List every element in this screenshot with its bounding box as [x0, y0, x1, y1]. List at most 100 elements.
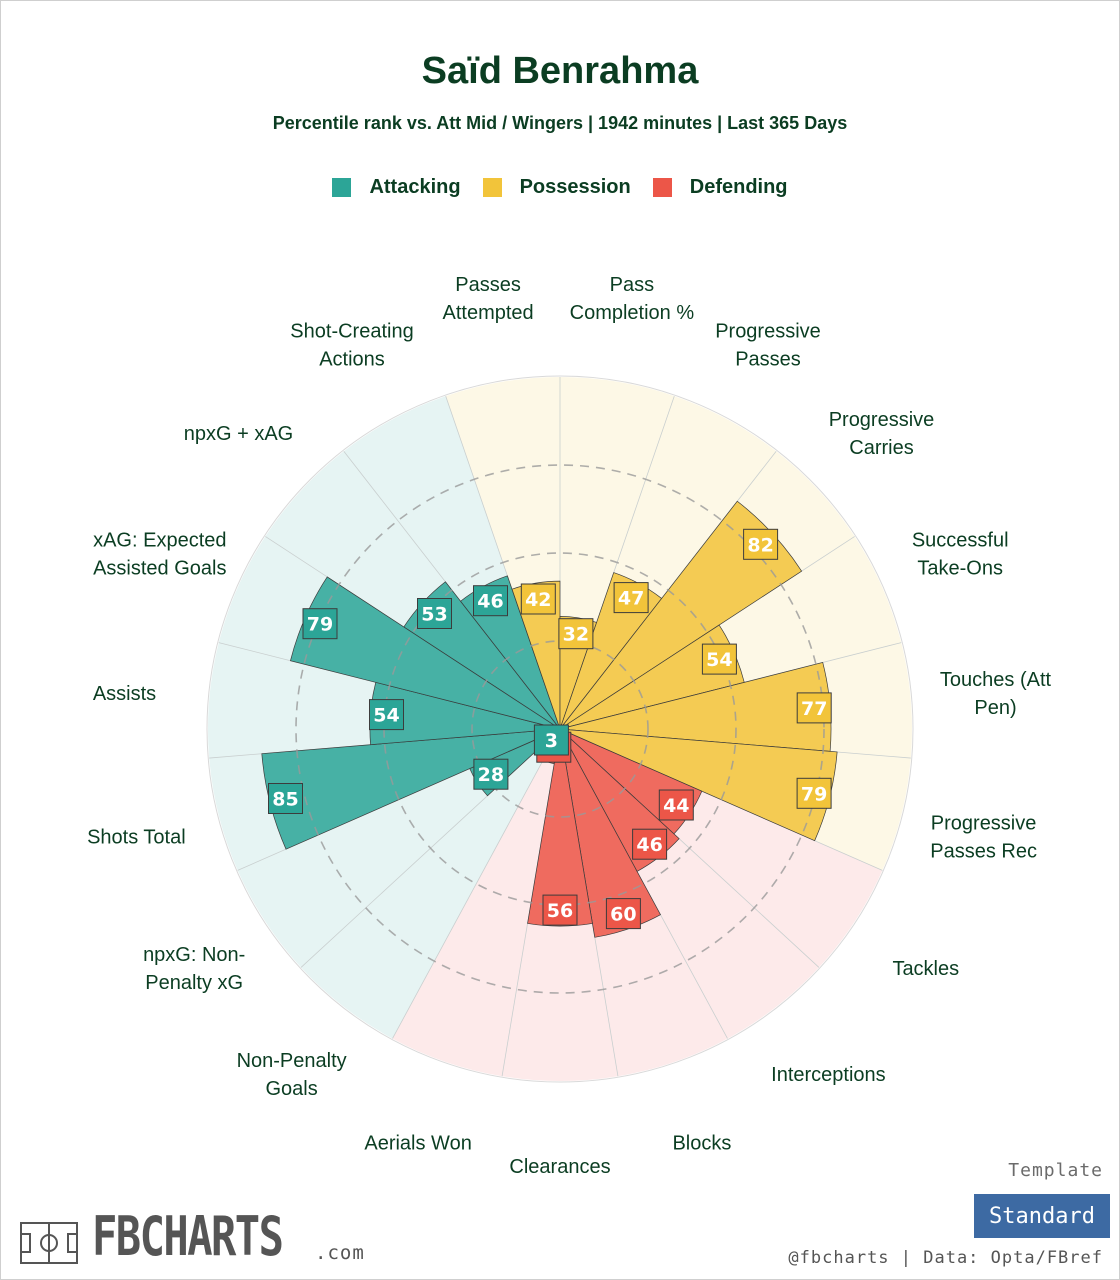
category-label-line: Pen): [974, 697, 1016, 719]
sector-background: [392, 729, 560, 1077]
category-label-18: xAG: Expected Assisted Goals: [93, 530, 226, 580]
value-label-box: [796, 692, 832, 724]
chart-title: Saïd Benrahma: [421, 50, 699, 92]
category-label-10: Interceptions: [771, 1064, 886, 1086]
value-label-10: 46: [632, 828, 668, 860]
legend-swatch-possession: [482, 178, 502, 197]
value-label-text: 53: [421, 604, 447, 626]
value-label-18: 79: [302, 608, 338, 640]
value-label-17: 54: [369, 699, 404, 731]
value-label-text: 79: [801, 783, 827, 805]
category-label-line: Non-Penalty: [237, 1050, 347, 1072]
value-label-box: [369, 699, 404, 731]
bar-12: [527, 728, 593, 927]
category-label-line: Progressive: [829, 409, 935, 431]
value-label-text: 44: [663, 795, 689, 817]
value-label-text: 85: [272, 789, 298, 811]
category-label-line: Interceptions: [771, 1064, 886, 1086]
data-credit: @fbcharts | Data: Opta/FBref: [788, 1248, 1103, 1268]
value-label-text: 47: [618, 588, 644, 610]
category-label-line: Assists: [93, 683, 156, 705]
value-label-11: 60: [605, 898, 641, 930]
category-label-line: Passes: [735, 349, 801, 371]
gridline-25: [471, 640, 649, 818]
category-label-17: Assists: [93, 683, 156, 705]
value-label-16: 85: [268, 783, 303, 814]
category-label-3: Pass Completion %: [570, 274, 695, 324]
category-label-line: Progressive: [931, 812, 1037, 834]
category-label-8: Progressive Passes Rec: [930, 812, 1037, 862]
category-label-line: npxG + xAG: [184, 423, 294, 445]
category-label-16: Shots Total: [87, 826, 186, 848]
value-label-box: [533, 724, 569, 756]
category-label-5: Progressive Carries: [829, 409, 935, 459]
category-label-0: npxG + xAG: [184, 423, 294, 445]
chart-outer-ring: [206, 375, 914, 1083]
logo-wordmark: FBCHARTS: [92, 1205, 284, 1268]
category-label-line: Shots Total: [87, 826, 186, 848]
value-label-4: 47: [613, 582, 649, 614]
value-label-text: 60: [610, 904, 636, 926]
legend-swatch-attacking: [332, 178, 352, 197]
category-label-line: Attempted: [443, 302, 534, 324]
value-label-6: 54: [701, 643, 737, 675]
value-label-box: [558, 618, 594, 650]
logo-suffix: .com: [315, 1242, 365, 1264]
category-label-9: Tackles: [892, 958, 959, 980]
value-label-9: 44: [658, 789, 694, 821]
value-label-text: 54: [706, 649, 732, 671]
category-label-line: Passes Rec: [930, 840, 1037, 862]
template-standard-button[interactable]: Standard: [974, 1194, 1110, 1238]
value-label-text: 79: [307, 614, 333, 636]
category-label-13: Aerials Won: [364, 1132, 471, 1154]
value-label-1: 46: [473, 585, 508, 617]
legend-swatch-defending: [652, 178, 672, 197]
value-label-text: 56: [547, 900, 573, 922]
legend-label-defending: Defending: [689, 176, 788, 198]
gridline-75: [295, 464, 825, 994]
legend-item-defending: Defending: [652, 176, 788, 199]
value-label-box: [658, 789, 694, 821]
value-label-box: [417, 598, 452, 629]
value-label-text: 46: [477, 591, 503, 613]
value-label-box: [473, 758, 509, 790]
category-label-2: Passes Attempted: [443, 274, 534, 324]
value-label-box: [473, 585, 508, 617]
category-label-line: Shot-Creating: [290, 321, 413, 343]
category-label-line: xAG: Expected: [93, 530, 226, 552]
category-label-1: Shot-Creating Actions: [290, 321, 413, 371]
category-label-line: Touches (Att: [940, 669, 1052, 691]
category-label-line: Penalty xG: [145, 972, 243, 994]
category-label-line: Carries: [849, 437, 913, 459]
category-label-line: Goals: [265, 1078, 317, 1100]
value-label-8: 79: [796, 777, 832, 809]
template-label: Template: [1008, 1160, 1103, 1181]
value-label-text: 28: [478, 764, 504, 786]
value-label-14: 3: [533, 724, 569, 756]
legend: Attacking Possession Defending: [0, 176, 1120, 199]
value-label-3: 32: [558, 618, 594, 650]
value-label-5: 82: [743, 528, 779, 560]
legend-label-attacking: Attacking: [369, 176, 461, 198]
sector-background: [301, 729, 560, 1039]
value-label-text: 42: [525, 589, 551, 611]
value-label-box: [302, 608, 338, 640]
category-label-line: Aerials Won: [364, 1132, 471, 1154]
sector-divider: [392, 728, 561, 1039]
category-label-line: Clearances: [509, 1156, 610, 1178]
category-label-line: npxG: Non-: [143, 944, 245, 966]
value-label-box: [632, 828, 668, 860]
value-label-box: [613, 582, 649, 614]
category-label-11: Blocks: [672, 1132, 731, 1154]
fbcharts-logo: FBCHARTS .com: [20, 1205, 364, 1268]
legend-item-possession: Possession: [482, 176, 631, 199]
value-label-0: 53: [417, 598, 452, 629]
legend-label-possession: Possession: [519, 176, 631, 198]
category-label-line: Passes: [455, 274, 521, 296]
category-label-line: Pass: [610, 274, 654, 296]
value-label-box: [268, 783, 303, 814]
pitch-icon: [20, 1222, 78, 1264]
value-label-text: 77: [801, 698, 827, 720]
category-label-14: Non-Penalty Goals: [237, 1050, 347, 1100]
